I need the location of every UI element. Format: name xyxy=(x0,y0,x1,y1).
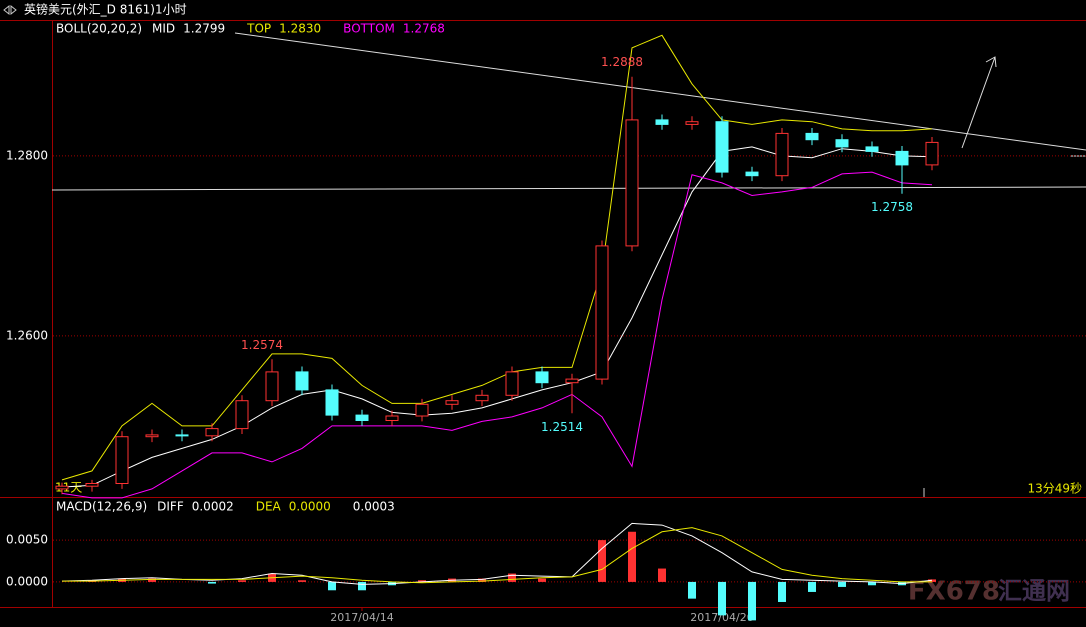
watermark-cn: 汇通网 xyxy=(998,577,1070,605)
candle-body xyxy=(865,146,879,152)
trendline xyxy=(234,32,1086,151)
legend-name: TOP xyxy=(246,22,271,36)
legend-value: 0.0003 xyxy=(353,500,395,514)
candle-body xyxy=(835,139,849,148)
legend-name: MID xyxy=(152,22,175,36)
candle-body xyxy=(205,428,219,437)
y-tick-label: 0.0050 xyxy=(6,533,48,547)
candle-body xyxy=(805,132,819,141)
legend-name: DEA xyxy=(256,500,282,514)
macd-bar xyxy=(148,578,156,582)
macd-bar xyxy=(238,580,246,582)
legend-value: 1.2768 xyxy=(403,22,445,36)
candle-body xyxy=(895,150,909,166)
candle-body xyxy=(55,485,69,490)
legend-value: 1.2799 xyxy=(183,22,225,36)
candle-body xyxy=(115,436,129,485)
nav-icon[interactable] xyxy=(3,4,17,16)
candle-body xyxy=(295,371,309,391)
price-annotation: 1.2888 xyxy=(601,55,643,69)
price-annotation: 1.2574 xyxy=(241,338,283,352)
legend-value: 0.0000 xyxy=(289,500,331,514)
candle-body xyxy=(535,371,549,384)
candle-body xyxy=(265,371,279,402)
candle-body xyxy=(325,389,339,416)
window-title: 英镑美元(外汇_D 8161)1小时 xyxy=(24,2,187,17)
price-annotation: 1.2758 xyxy=(871,200,913,214)
legend-value: 0.0002 xyxy=(192,500,234,514)
candle-body xyxy=(145,434,159,438)
y-tick-label: 1.2800 xyxy=(6,148,48,162)
macd-bar xyxy=(688,581,696,599)
arrow xyxy=(961,56,997,149)
candle-body xyxy=(565,378,579,384)
candle-body xyxy=(745,171,759,177)
candle-body xyxy=(925,141,939,166)
indicator-line xyxy=(61,171,933,499)
macd-bar xyxy=(418,580,426,582)
candle-body xyxy=(445,400,459,405)
candle-body xyxy=(85,483,99,487)
y-tick-label: 1.2600 xyxy=(6,328,48,342)
candle-body xyxy=(685,121,699,125)
macd-bar xyxy=(808,581,816,592)
macd-bar xyxy=(328,581,336,591)
macd-bar xyxy=(208,581,216,584)
candle-body xyxy=(235,400,249,430)
x-tick-label: 2017/04/14 xyxy=(330,611,393,624)
candle-body xyxy=(625,119,639,247)
candle-body xyxy=(355,414,369,422)
price-annotation: 1.2514 xyxy=(541,420,583,434)
candle-body xyxy=(505,371,519,396)
macd-bar xyxy=(478,578,486,582)
macd-bar xyxy=(718,581,726,616)
macd-bar xyxy=(658,568,666,582)
macd-bar xyxy=(538,578,546,582)
candle-body xyxy=(655,119,669,125)
macd-bar xyxy=(838,581,846,587)
legend-name: DIFF xyxy=(157,500,184,514)
candle-body xyxy=(175,434,189,437)
legend-name: BOTTOM xyxy=(343,22,395,36)
indicator-line xyxy=(61,34,933,481)
indicator-line xyxy=(62,527,932,584)
macd-bar xyxy=(358,581,366,591)
timer: 13分49秒 xyxy=(1027,482,1082,496)
indicator-name: BOLL(20,20,2) xyxy=(56,22,142,36)
macd-bar xyxy=(628,531,636,582)
candle-body xyxy=(475,394,489,402)
macd-bar xyxy=(868,581,876,586)
candle-body xyxy=(385,415,399,421)
candle-body xyxy=(595,245,609,380)
x-tick-label: 2017/04/20 xyxy=(690,611,753,624)
support-line xyxy=(51,186,1086,191)
indicator-line xyxy=(61,522,933,585)
candle-body xyxy=(715,121,729,173)
legend-value: 1.2830 xyxy=(279,22,321,36)
macd-bar xyxy=(508,573,516,582)
macd-bar xyxy=(298,580,306,582)
candle-body xyxy=(415,403,429,417)
candle-body xyxy=(775,132,789,177)
macd-bar xyxy=(778,581,786,602)
indicator-name: MACD(12,26,9) xyxy=(56,500,147,514)
y-tick-label: 0.0000 xyxy=(6,574,48,588)
macd-bar xyxy=(598,540,606,582)
macd-bar xyxy=(748,581,756,621)
